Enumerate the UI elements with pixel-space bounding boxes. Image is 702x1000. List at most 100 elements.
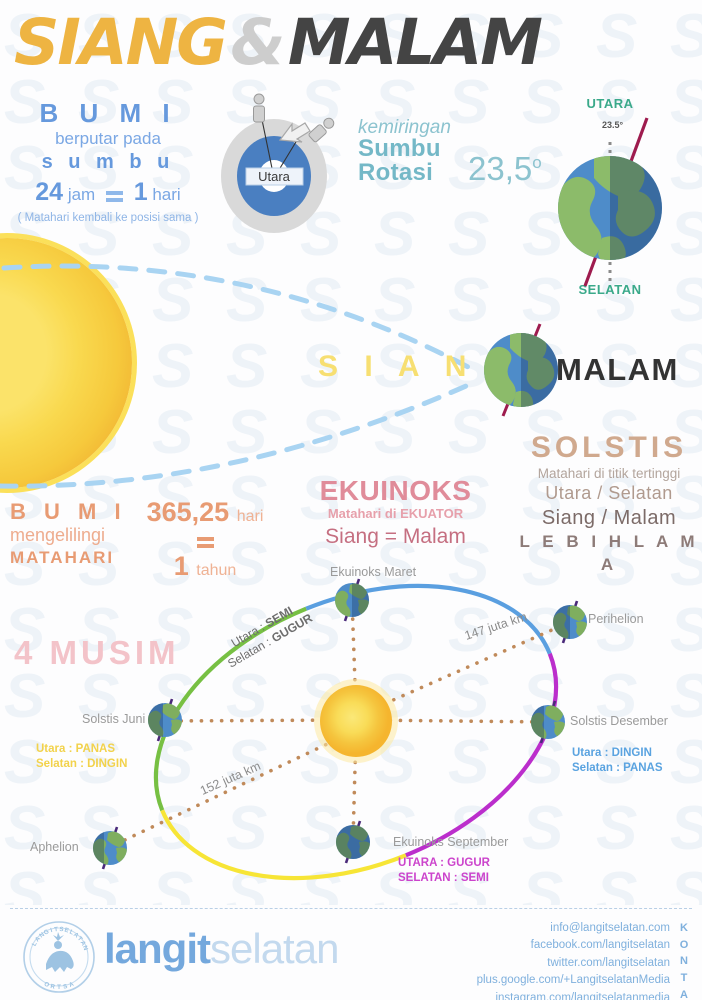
- svg-text:N: N: [81, 945, 89, 952]
- watermark-letter: S: [448, 464, 490, 533]
- equals-icon: [105, 190, 123, 202]
- watermark-letter: S: [596, 596, 638, 665]
- watermark-letter: S: [596, 860, 638, 906]
- watermark-letter: S: [4, 134, 46, 203]
- svg-text:O: O: [43, 981, 50, 989]
- daynight-siang-label: S I A N G: [318, 350, 526, 383]
- season-june: Utara : PANAS Selatan : DINGIN: [36, 742, 127, 772]
- revolution-heading: B U M I: [10, 499, 127, 524]
- watermark-letter: S: [522, 266, 564, 335]
- watermark-letter: S: [522, 464, 564, 533]
- watermark-letter: S: [522, 794, 564, 863]
- tilt-sumbu: Sumbu: [358, 135, 441, 162]
- watermark-letter: S: [670, 336, 702, 398]
- watermark-letter: S: [152, 68, 194, 137]
- watermark-letter: S: [4, 596, 46, 665]
- footer-divider: [10, 908, 692, 909]
- watermark-letter: S: [78, 596, 120, 665]
- svg-text:N: N: [38, 931, 46, 940]
- contact-gplus[interactable]: plus.google.com/+LangitselatanMedia: [476, 974, 670, 987]
- watermark-letter: S: [300, 332, 342, 401]
- revolution-years-unit: tahun: [196, 561, 237, 579]
- revolution-days-unit: hari: [236, 508, 264, 525]
- watermark-letter: S: [374, 200, 416, 269]
- svg-text:E: E: [64, 927, 70, 935]
- orbit-path-dashed: [0, 263, 473, 489]
- watermark-letter: S: [300, 398, 342, 467]
- watermark-letter: S: [4, 728, 46, 797]
- watermark-letter: S: [300, 2, 342, 71]
- rotation-days-unit: hari: [152, 184, 181, 204]
- seasons-heading: 4 MUSIM: [14, 634, 180, 671]
- brand-wordmark: langitselatan: [104, 925, 339, 973]
- watermark-letter: S: [78, 530, 120, 599]
- watermark-letter: S: [448, 860, 490, 906]
- degree-icon: o: [532, 153, 542, 172]
- watermark-letter: S: [670, 798, 702, 860]
- watermark-letter: S: [448, 662, 490, 731]
- orbit-diagram: 147 juta km 152 juta km Utara : SEMI Sel…: [0, 560, 702, 910]
- svg-text:I: I: [50, 927, 54, 934]
- watermark-letter: S: [522, 2, 564, 71]
- svg-text:S: S: [63, 983, 69, 991]
- rotation-disc-diagram: Utara: [206, 92, 346, 240]
- orbit-label-aphelion: Aphelion: [30, 840, 79, 854]
- watermark-letter: S: [448, 596, 490, 665]
- orbit-label-perihelion: Perihelion: [588, 612, 644, 626]
- rotation-text-block: B U M I berputar pada s u m b u 24 jam 1…: [8, 98, 208, 224]
- watermark-letter: S: [152, 2, 194, 71]
- watermark-letter: S: [300, 68, 342, 137]
- kontak-letter: N: [680, 955, 688, 968]
- watermark-letter: S: [374, 860, 416, 906]
- watermark-letter: S: [670, 72, 702, 134]
- tilt-rotasi: Rotasi: [358, 159, 434, 187]
- watermark-letter: S: [522, 530, 564, 599]
- watermark-letter: S: [78, 2, 120, 71]
- watermark-letter: S: [448, 68, 490, 137]
- rotation-line2: berputar pada: [55, 129, 161, 149]
- watermark-letter: S: [4, 794, 46, 863]
- watermark-letter: S: [374, 266, 416, 335]
- svg-text:A: A: [68, 981, 75, 989]
- svg-text:T: T: [57, 984, 61, 991]
- orbit-label-solstis-desember: Solstis Desember: [570, 714, 668, 728]
- watermark-letter: S: [522, 860, 564, 906]
- watermark-letter: S: [152, 134, 194, 203]
- watermark-letter: S: [374, 332, 416, 401]
- watermark-letter: S: [670, 204, 702, 266]
- svg-text:A: A: [34, 935, 43, 943]
- watermark-letter: S: [226, 464, 268, 533]
- watermark-letter: S: [374, 68, 416, 137]
- solstis-line3: L E B I H L A M A: [519, 532, 699, 574]
- watermark-letter: S: [448, 530, 490, 599]
- equals-icon-2: [196, 536, 214, 548]
- revolution-line2: mengelilingi: [10, 525, 106, 546]
- rotation-days: 1: [133, 177, 148, 206]
- watermark-letter: S: [78, 860, 120, 906]
- langitselatan-seal-logo: L A N G I T S E L A T A N A S T R O: [22, 920, 96, 994]
- watermark-letter: S: [670, 732, 702, 794]
- season-june-utara: Utara : PANAS: [36, 743, 116, 755]
- brand-langit: langit: [104, 925, 211, 972]
- svg-text:R: R: [50, 983, 56, 991]
- season-december-utara: Utara : DINGIN: [572, 747, 652, 759]
- watermark-letter: S: [152, 398, 194, 467]
- kontak-letter: O: [679, 938, 689, 951]
- watermark-letter: S: [374, 2, 416, 71]
- rotation-heading: B U M I: [39, 98, 177, 128]
- contact-email[interactable]: info@langitselatan.com: [550, 922, 670, 934]
- watermark-letter: S: [152, 266, 194, 335]
- tilted-earth-diagram: UTARA SELATAN 23.5°: [540, 96, 680, 301]
- watermark-letter: S: [670, 600, 702, 662]
- watermark-letter: S: [448, 728, 490, 797]
- tilt-north-label: UTARA: [586, 96, 634, 111]
- watermark-letter: S: [226, 530, 268, 599]
- ekuinoks-heading: EKUINOKS: [319, 475, 472, 506]
- watermark-letter: S: [522, 68, 564, 137]
- contact-instagram[interactable]: instagram.com/langitselatanmedia: [495, 991, 670, 1000]
- tilt-south-label: SELATAN: [578, 282, 642, 297]
- contact-facebook[interactable]: facebook.com/langitselatan: [530, 939, 670, 952]
- contact-twitter[interactable]: twitter.com/langitselatan: [547, 956, 670, 969]
- rotation-hours: 24: [35, 177, 64, 206]
